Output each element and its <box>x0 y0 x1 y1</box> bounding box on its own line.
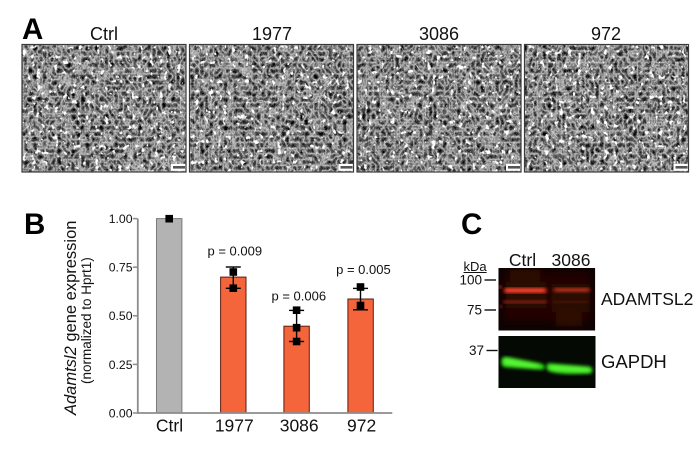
svg-text:1.00: 1.00 <box>109 212 133 226</box>
svg-text:0.25: 0.25 <box>109 358 133 372</box>
svg-text:Ctrl: Ctrl <box>156 416 183 436</box>
svg-text:75: 75 <box>467 303 482 318</box>
svg-text:100: 100 <box>459 273 482 288</box>
svg-text:0.75: 0.75 <box>109 261 133 275</box>
svg-text:1977: 1977 <box>215 416 254 436</box>
svg-text:0.50: 0.50 <box>109 309 133 323</box>
svg-text:972: 972 <box>347 416 376 436</box>
svg-text:3086: 3086 <box>280 416 319 436</box>
svg-text:p = 0.006: p = 0.006 <box>272 288 327 303</box>
svg-text:p = 0.009: p = 0.009 <box>208 243 263 258</box>
svg-text:0.00: 0.00 <box>109 406 133 420</box>
svg-text:37: 37 <box>469 343 484 358</box>
svg-text:p = 0.005: p = 0.005 <box>336 262 391 277</box>
